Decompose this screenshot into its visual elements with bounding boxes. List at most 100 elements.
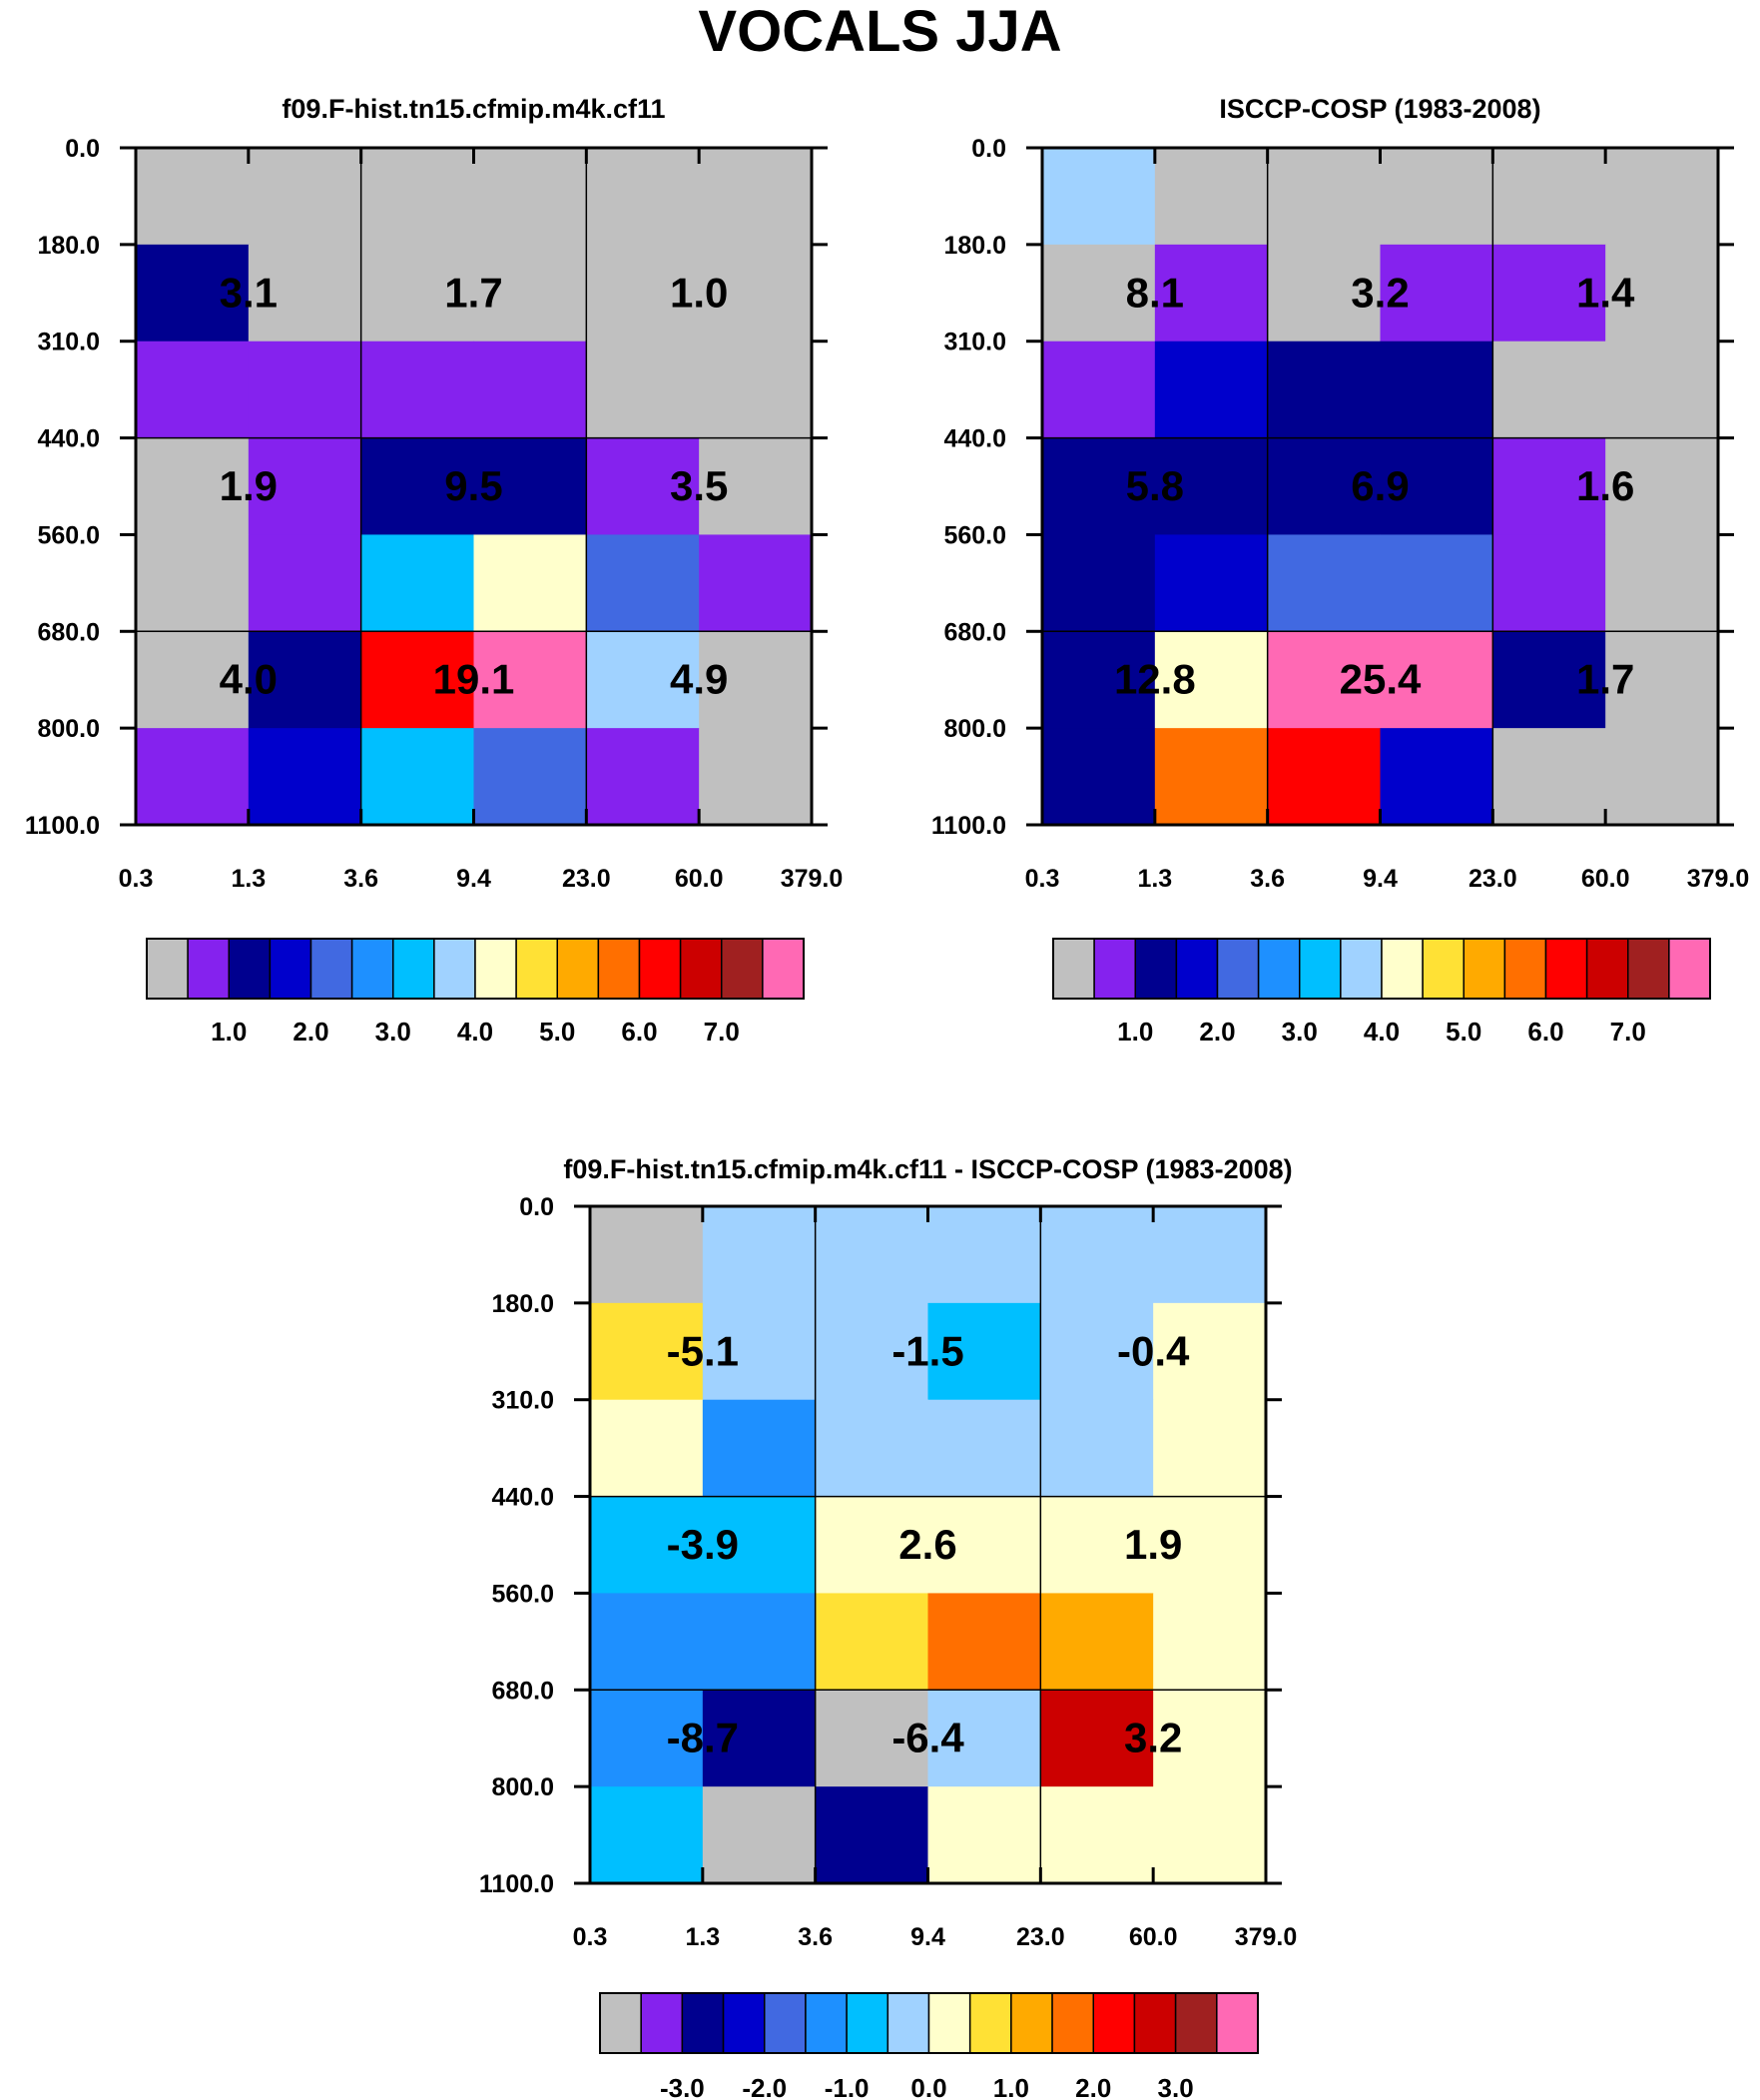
heatmap-cell bbox=[473, 148, 587, 246]
colorbar-swatch bbox=[1092, 1992, 1136, 2054]
heatmap-cell bbox=[1153, 1206, 1267, 1304]
cell-value-label: 19.1 bbox=[433, 656, 515, 703]
heatmap-cell bbox=[699, 341, 813, 439]
y-tick-label: 560.0 bbox=[491, 1580, 554, 1608]
heatmap-cell bbox=[1267, 631, 1382, 729]
colorbar-swatch bbox=[1503, 938, 1547, 1000]
x-tick-label: 379.0 bbox=[1235, 1923, 1298, 1951]
heatmap-cell bbox=[1153, 1690, 1267, 1787]
colorbar-swatch bbox=[1463, 938, 1506, 1000]
heatmap-cell bbox=[1492, 148, 1606, 246]
heatmap-cell bbox=[248, 437, 362, 536]
x-tick-label: 9.4 bbox=[910, 1923, 945, 1951]
panel-title: f09.F-hist.tn15.cfmip.m4k.cf11 bbox=[282, 94, 665, 124]
heatmap-cell bbox=[1267, 728, 1382, 826]
x-tick-label: 60.0 bbox=[1129, 1923, 1178, 1951]
figure-title: VOCALS JJA bbox=[698, 0, 1062, 64]
heatmap-cell bbox=[586, 437, 700, 536]
y-tick-label: 560.0 bbox=[943, 521, 1006, 549]
cell-value-label: 8.1 bbox=[1126, 269, 1184, 316]
heatmap-cell bbox=[586, 244, 700, 343]
colorbar-swatch bbox=[1052, 938, 1095, 1000]
cell-value-label: 3.5 bbox=[670, 462, 728, 509]
heatmap-cell bbox=[1267, 341, 1382, 439]
y-tick-label: 1100.0 bbox=[479, 1870, 554, 1898]
heatmap-cell bbox=[815, 1302, 929, 1401]
cell-value-label: -0.4 bbox=[1117, 1327, 1190, 1374]
heatmap-cell bbox=[699, 244, 813, 343]
colorbar-swatch bbox=[886, 1992, 930, 2054]
heatmap-cell bbox=[699, 728, 813, 826]
colorbar-label: 5.0 bbox=[1446, 1017, 1481, 1047]
heatmap-cell bbox=[1154, 341, 1269, 439]
y-tick-label: 310.0 bbox=[943, 329, 1006, 356]
heatmap-cell bbox=[1153, 1496, 1267, 1595]
heatmap-cell bbox=[1042, 341, 1156, 439]
colorbar-swatch bbox=[722, 1992, 766, 2054]
heatmap-cell bbox=[248, 244, 362, 343]
heatmap-cell bbox=[699, 534, 813, 632]
colorbar-swatch bbox=[638, 938, 682, 1000]
cell-value-label: -1.5 bbox=[891, 1327, 963, 1374]
heatmap-cell bbox=[1380, 534, 1493, 632]
heatmap-cell bbox=[815, 1690, 929, 1787]
x-tick-label: 60.0 bbox=[675, 865, 724, 893]
colorbar-label: 3.0 bbox=[1282, 1017, 1318, 1047]
colorbar-swatch bbox=[1422, 938, 1465, 1000]
heatmap-cell bbox=[586, 631, 700, 729]
colorbar-swatch bbox=[1627, 938, 1670, 1000]
heatmap-cell bbox=[1605, 437, 1719, 536]
heatmap-cell bbox=[590, 1690, 704, 1787]
colorbar-swatch bbox=[1257, 938, 1301, 1000]
colorbar-swatch bbox=[846, 1992, 889, 2054]
colorbar-swatch bbox=[968, 1992, 1012, 2054]
x-tick-label: 1.3 bbox=[1137, 865, 1172, 893]
x-tick-label: 9.4 bbox=[456, 865, 491, 893]
heatmap-cell bbox=[473, 534, 587, 632]
heatmap-cell bbox=[136, 534, 250, 632]
cell-value-label: 25.4 bbox=[1340, 656, 1422, 703]
heatmap-cell bbox=[473, 631, 587, 729]
heatmap-cell bbox=[1492, 341, 1606, 439]
heatmap-panel-1: f09.F-hist.tn15.cfmip.m4k.cf11 0.3 1.3 3.6 9… bbox=[25, 94, 843, 1047]
heatmap-cell bbox=[1153, 1786, 1267, 1884]
heatmap-cell bbox=[1042, 244, 1156, 343]
heatmap-cell bbox=[360, 148, 475, 246]
colorbar-swatch bbox=[1585, 938, 1629, 1000]
x-tick-label: 3.6 bbox=[1250, 865, 1285, 893]
heatmap-cell bbox=[927, 1593, 1041, 1691]
y-tick-label: 310.0 bbox=[37, 329, 100, 356]
heatmap-cell bbox=[136, 341, 250, 439]
y-tick-label: 440.0 bbox=[943, 425, 1006, 453]
colorbar-frame bbox=[1052, 938, 1711, 1000]
heatmap-cell bbox=[1153, 1399, 1267, 1498]
colorbar-frame bbox=[146, 938, 805, 1000]
colorbar-swatch bbox=[350, 938, 394, 1000]
heatmap-cell bbox=[1154, 631, 1269, 729]
heatmap-cell bbox=[1042, 437, 1156, 536]
heatmap-cell bbox=[1040, 1593, 1154, 1691]
cell-value-label: 3.2 bbox=[1351, 269, 1409, 316]
heatmap-cell bbox=[590, 1399, 704, 1498]
colorbar-swatch bbox=[146, 938, 189, 1000]
colorbar-label: 6.0 bbox=[1527, 1017, 1563, 1047]
colorbar-swatch bbox=[679, 938, 723, 1000]
colorbar-swatch bbox=[927, 1992, 971, 2054]
colorbar-swatch bbox=[597, 938, 641, 1000]
heatmap-cell bbox=[702, 1593, 817, 1691]
colorbar-swatch bbox=[269, 938, 312, 1000]
colorbar-swatch bbox=[1010, 1992, 1053, 2054]
heatmap-cell bbox=[927, 1206, 1041, 1304]
heatmap-cell bbox=[815, 1496, 929, 1595]
heatmap-panel-3: f09.F-hist.tn15.cfmip.m4k.cf11 - ISCCP-C… bbox=[479, 1154, 1297, 2100]
colorbar-label: -1.0 bbox=[825, 2073, 870, 2100]
x-tick-label: 3.6 bbox=[343, 865, 378, 893]
y-tick-label: 310.0 bbox=[491, 1387, 554, 1415]
heatmap-cell bbox=[1267, 148, 1382, 246]
heatmap-cell bbox=[136, 437, 250, 536]
heatmap-cell bbox=[1040, 1690, 1154, 1787]
heatmap-cell bbox=[1040, 1302, 1154, 1401]
colorbar-swatch bbox=[764, 1992, 807, 2054]
heatmap-cell bbox=[473, 244, 587, 343]
colorbar-swatch bbox=[187, 938, 230, 1000]
